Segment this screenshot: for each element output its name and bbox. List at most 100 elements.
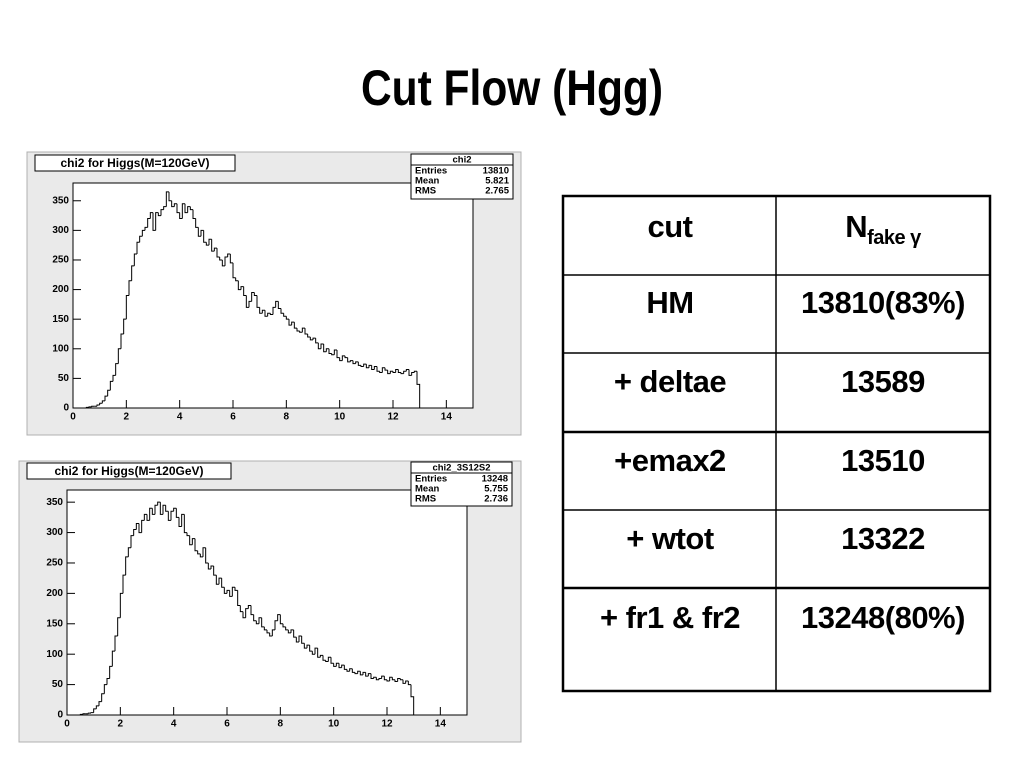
histogram-bin	[221, 259, 225, 267]
histogram-bin	[373, 676, 377, 679]
histogram-bin	[165, 191, 169, 207]
histogram-bin	[143, 513, 147, 521]
histogram-bin	[351, 668, 355, 673]
y-tick-label: 250	[52, 255, 69, 266]
histogram-bin	[165, 505, 169, 512]
histogram-bin	[226, 589, 230, 594]
histogram-bin	[405, 680, 409, 684]
histogram-bin	[287, 629, 291, 634]
histogram-bin	[416, 371, 421, 408]
cut-count: 13248(80%)	[801, 600, 965, 635]
histogram-bin	[306, 644, 310, 649]
histogram-bin	[365, 364, 369, 369]
histogram-bin	[373, 366, 377, 370]
histogram-bin	[205, 242, 209, 246]
histogram-bin	[112, 374, 116, 382]
histogram-panel: 0 50 100 150 200 250 300 350 0 2 4 6 8 10 12 14 chi2 for…	[26, 151, 522, 436]
stats-box	[410, 153, 514, 200]
histogram-bin	[295, 637, 299, 643]
histogram-bin	[187, 206, 191, 213]
histogram-bin	[319, 654, 323, 658]
cut-count: 13510	[841, 443, 925, 478]
histogram-bin	[400, 372, 404, 375]
histogram-bin	[336, 349, 340, 359]
histogram-bin	[285, 626, 289, 631]
histogram-bin	[399, 678, 403, 681]
histogram-bin	[149, 507, 153, 521]
histogram-bin	[91, 405, 95, 407]
histogram-bin	[218, 577, 222, 585]
x-tick-label: 12	[387, 412, 399, 423]
histogram-bin	[248, 300, 252, 308]
histogram-bin	[344, 355, 348, 359]
histogram-bin	[87, 712, 91, 714]
histogram-bin	[240, 286, 244, 290]
histogram-bin	[277, 614, 281, 621]
histogram-bin	[256, 295, 260, 308]
histogram-bin	[320, 343, 324, 349]
histogram-bin	[203, 230, 207, 243]
histogram-bin	[99, 402, 103, 406]
histogram-bin	[325, 660, 329, 662]
histogram-bin	[275, 300, 279, 308]
y-tick-label: 350	[46, 497, 63, 508]
histogram-bin	[290, 629, 294, 633]
histogram-bin	[232, 262, 236, 279]
histogram-bin	[408, 369, 412, 376]
histogram-panel: 0 50 100 150 200 250 300 350 0 2 4 6 8 10 12 14 chi2 for…	[18, 460, 522, 743]
histogram-bin	[250, 605, 254, 616]
histogram-bin	[277, 301, 281, 310]
histogram-bin	[362, 671, 366, 675]
histogram-bin	[285, 316, 289, 320]
stats-value: 5.755	[484, 484, 508, 495]
histogram-bin	[181, 513, 185, 527]
stats-label: Mean	[415, 176, 439, 187]
histogram-bin	[293, 629, 297, 638]
x-tick-label: 2	[118, 719, 124, 730]
histogram-bin	[219, 257, 223, 261]
histogram-bin	[349, 668, 353, 672]
histogram-bin	[395, 369, 399, 373]
histogram-bin	[171, 200, 175, 208]
histogram-bin	[183, 514, 187, 534]
histogram-bin	[197, 227, 201, 237]
histogram-bin	[259, 307, 263, 314]
y-tick-label: 200	[52, 284, 69, 295]
y-tick-label: 300	[46, 527, 63, 538]
histogram-bin	[397, 369, 401, 373]
histogram-bin	[283, 313, 287, 317]
histogram-bin	[229, 254, 233, 264]
slide-title: Cut Flow (Hgg)	[361, 60, 663, 116]
histogram-bin	[410, 684, 415, 715]
stats-label: Entries	[415, 166, 447, 177]
histogram-bin	[355, 361, 359, 364]
histogram-bin	[325, 348, 329, 352]
histogram-bin	[191, 538, 195, 545]
histogram-bin	[317, 648, 321, 658]
histogram-bin	[282, 623, 286, 628]
histogram-bin	[224, 256, 228, 266]
histogram-bin	[173, 507, 177, 512]
y-tick-label: 50	[58, 373, 70, 384]
histogram-bin	[239, 605, 243, 613]
histogram-bin	[271, 629, 275, 636]
histogram-bin	[397, 678, 401, 682]
histogram-bin	[264, 310, 268, 317]
histogram-bin	[114, 635, 118, 652]
x-tick-label: 6	[224, 719, 230, 730]
histogram-bin	[389, 370, 393, 374]
histogram-bin	[269, 632, 273, 637]
y-tick-label: 150	[46, 618, 63, 629]
histogram-bin	[82, 713, 86, 715]
histogram-bin	[384, 367, 388, 371]
histogram-bin	[85, 406, 89, 408]
histogram-bin	[331, 353, 335, 356]
histogram-bin	[189, 535, 193, 546]
histogram-bin	[298, 635, 302, 643]
histogram-bin	[104, 395, 108, 401]
histogram-bin	[280, 308, 284, 314]
x-tick-label: 2	[124, 412, 130, 423]
histogram-bin	[376, 366, 380, 372]
histogram-bin	[101, 693, 105, 702]
histogram-bin	[314, 647, 318, 655]
